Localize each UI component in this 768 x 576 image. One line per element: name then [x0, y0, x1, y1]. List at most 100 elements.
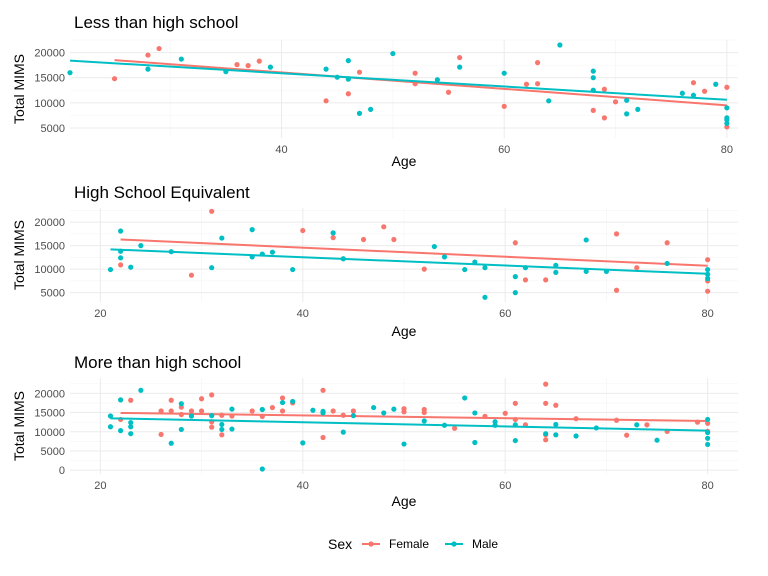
data-point — [234, 62, 240, 68]
data-point — [188, 272, 195, 278]
data-point — [445, 89, 452, 95]
panel-2: 5000 10000 15000 20000 20 40 60 80 High School E… — [11, 183, 738, 339]
data-point — [178, 426, 184, 433]
x-tick-label: 60 — [498, 144, 510, 156]
data-point — [300, 227, 306, 234]
data-point — [457, 54, 463, 61]
data-point — [259, 466, 265, 472]
data-point — [624, 97, 630, 103]
data-point — [724, 120, 730, 127]
data-point — [546, 98, 552, 104]
data-point — [690, 80, 697, 86]
trend-line — [110, 417, 708, 432]
data-point — [219, 235, 225, 241]
y-tick-label: 15000 — [34, 73, 65, 85]
panel-3: 0 5000 10000 15000 20000 20 40 60 80 More than hi… — [11, 353, 738, 509]
data-point — [654, 437, 660, 443]
data-point — [705, 288, 711, 294]
data-point — [209, 392, 215, 398]
data-point — [512, 437, 518, 444]
data-point — [340, 429, 346, 435]
data-point — [198, 396, 205, 402]
data-point — [679, 90, 685, 96]
data-point — [601, 115, 608, 121]
panel-1: 5000 10000 15000 20000 40 60 80 Less than high … — [11, 13, 738, 169]
x-tick-label: 40 — [297, 308, 309, 320]
panel-title: High School Equivalent — [74, 183, 250, 202]
trend-line — [120, 238, 708, 267]
data-point — [350, 413, 356, 419]
trend-line — [114, 59, 727, 107]
y-tick-label: 20000 — [34, 388, 65, 400]
data-point — [553, 402, 559, 408]
data-point — [724, 105, 730, 111]
data-point — [612, 99, 619, 105]
data-point — [590, 75, 596, 81]
data-point — [724, 84, 730, 90]
data-point — [431, 243, 437, 250]
data-point — [279, 395, 286, 401]
data-point — [219, 421, 225, 428]
series-female — [118, 381, 711, 443]
data-point — [705, 441, 711, 448]
data-point — [320, 434, 326, 441]
x-tick-label: 80 — [721, 144, 733, 156]
legend: Sex Female Male — [328, 536, 498, 552]
data-point — [705, 257, 711, 263]
y-tick-label: 0 — [59, 465, 65, 477]
data-point — [441, 254, 448, 260]
data-point — [138, 243, 144, 249]
x-tick-label: 40 — [275, 144, 287, 156]
data-point — [245, 63, 251, 69]
data-point — [523, 81, 530, 87]
x-tick-label: 20 — [94, 308, 106, 320]
data-point — [350, 408, 356, 414]
data-point — [543, 431, 549, 437]
panel-title: More than high school — [74, 353, 241, 372]
data-point — [118, 255, 124, 261]
data-point — [279, 408, 286, 414]
data-point — [644, 422, 650, 428]
data-point — [391, 236, 397, 243]
data-point — [158, 431, 164, 438]
data-point — [705, 266, 711, 273]
x-tick-label: 80 — [702, 480, 714, 492]
data-point — [635, 106, 641, 112]
data-point — [713, 81, 719, 87]
data-point — [111, 76, 118, 82]
data-point — [553, 421, 559, 428]
data-point — [188, 408, 195, 414]
data-point — [590, 107, 596, 113]
data-point — [634, 265, 640, 271]
data-point — [310, 407, 316, 413]
data-point — [553, 432, 559, 438]
data-point — [452, 425, 458, 431]
y-tick-label: 5000 — [41, 446, 65, 458]
y-tick-label: 5000 — [41, 288, 65, 300]
data-point — [330, 230, 336, 236]
y-tick-label: 5000 — [41, 123, 65, 135]
trend-line — [69, 59, 727, 101]
data-point — [634, 422, 640, 428]
data-point — [421, 409, 427, 416]
data-point — [178, 401, 184, 407]
data-point — [145, 66, 151, 72]
x-tick-label: 80 — [702, 308, 714, 320]
x-axis-label: Age — [392, 153, 417, 169]
data-point — [209, 208, 215, 214]
data-point — [198, 408, 205, 414]
y-tick-label: 15000 — [34, 408, 65, 420]
data-point — [229, 426, 235, 432]
data-point — [371, 404, 377, 411]
data-point — [412, 70, 418, 76]
data-point — [401, 441, 407, 447]
data-point — [512, 274, 518, 280]
data-point — [462, 395, 468, 401]
data-point — [249, 227, 255, 233]
legend-key-point — [368, 541, 374, 547]
data-point — [482, 265, 488, 271]
data-point — [168, 440, 174, 446]
data-point — [118, 428, 124, 434]
data-point — [401, 409, 407, 415]
y-tick-label: 15000 — [34, 241, 65, 253]
